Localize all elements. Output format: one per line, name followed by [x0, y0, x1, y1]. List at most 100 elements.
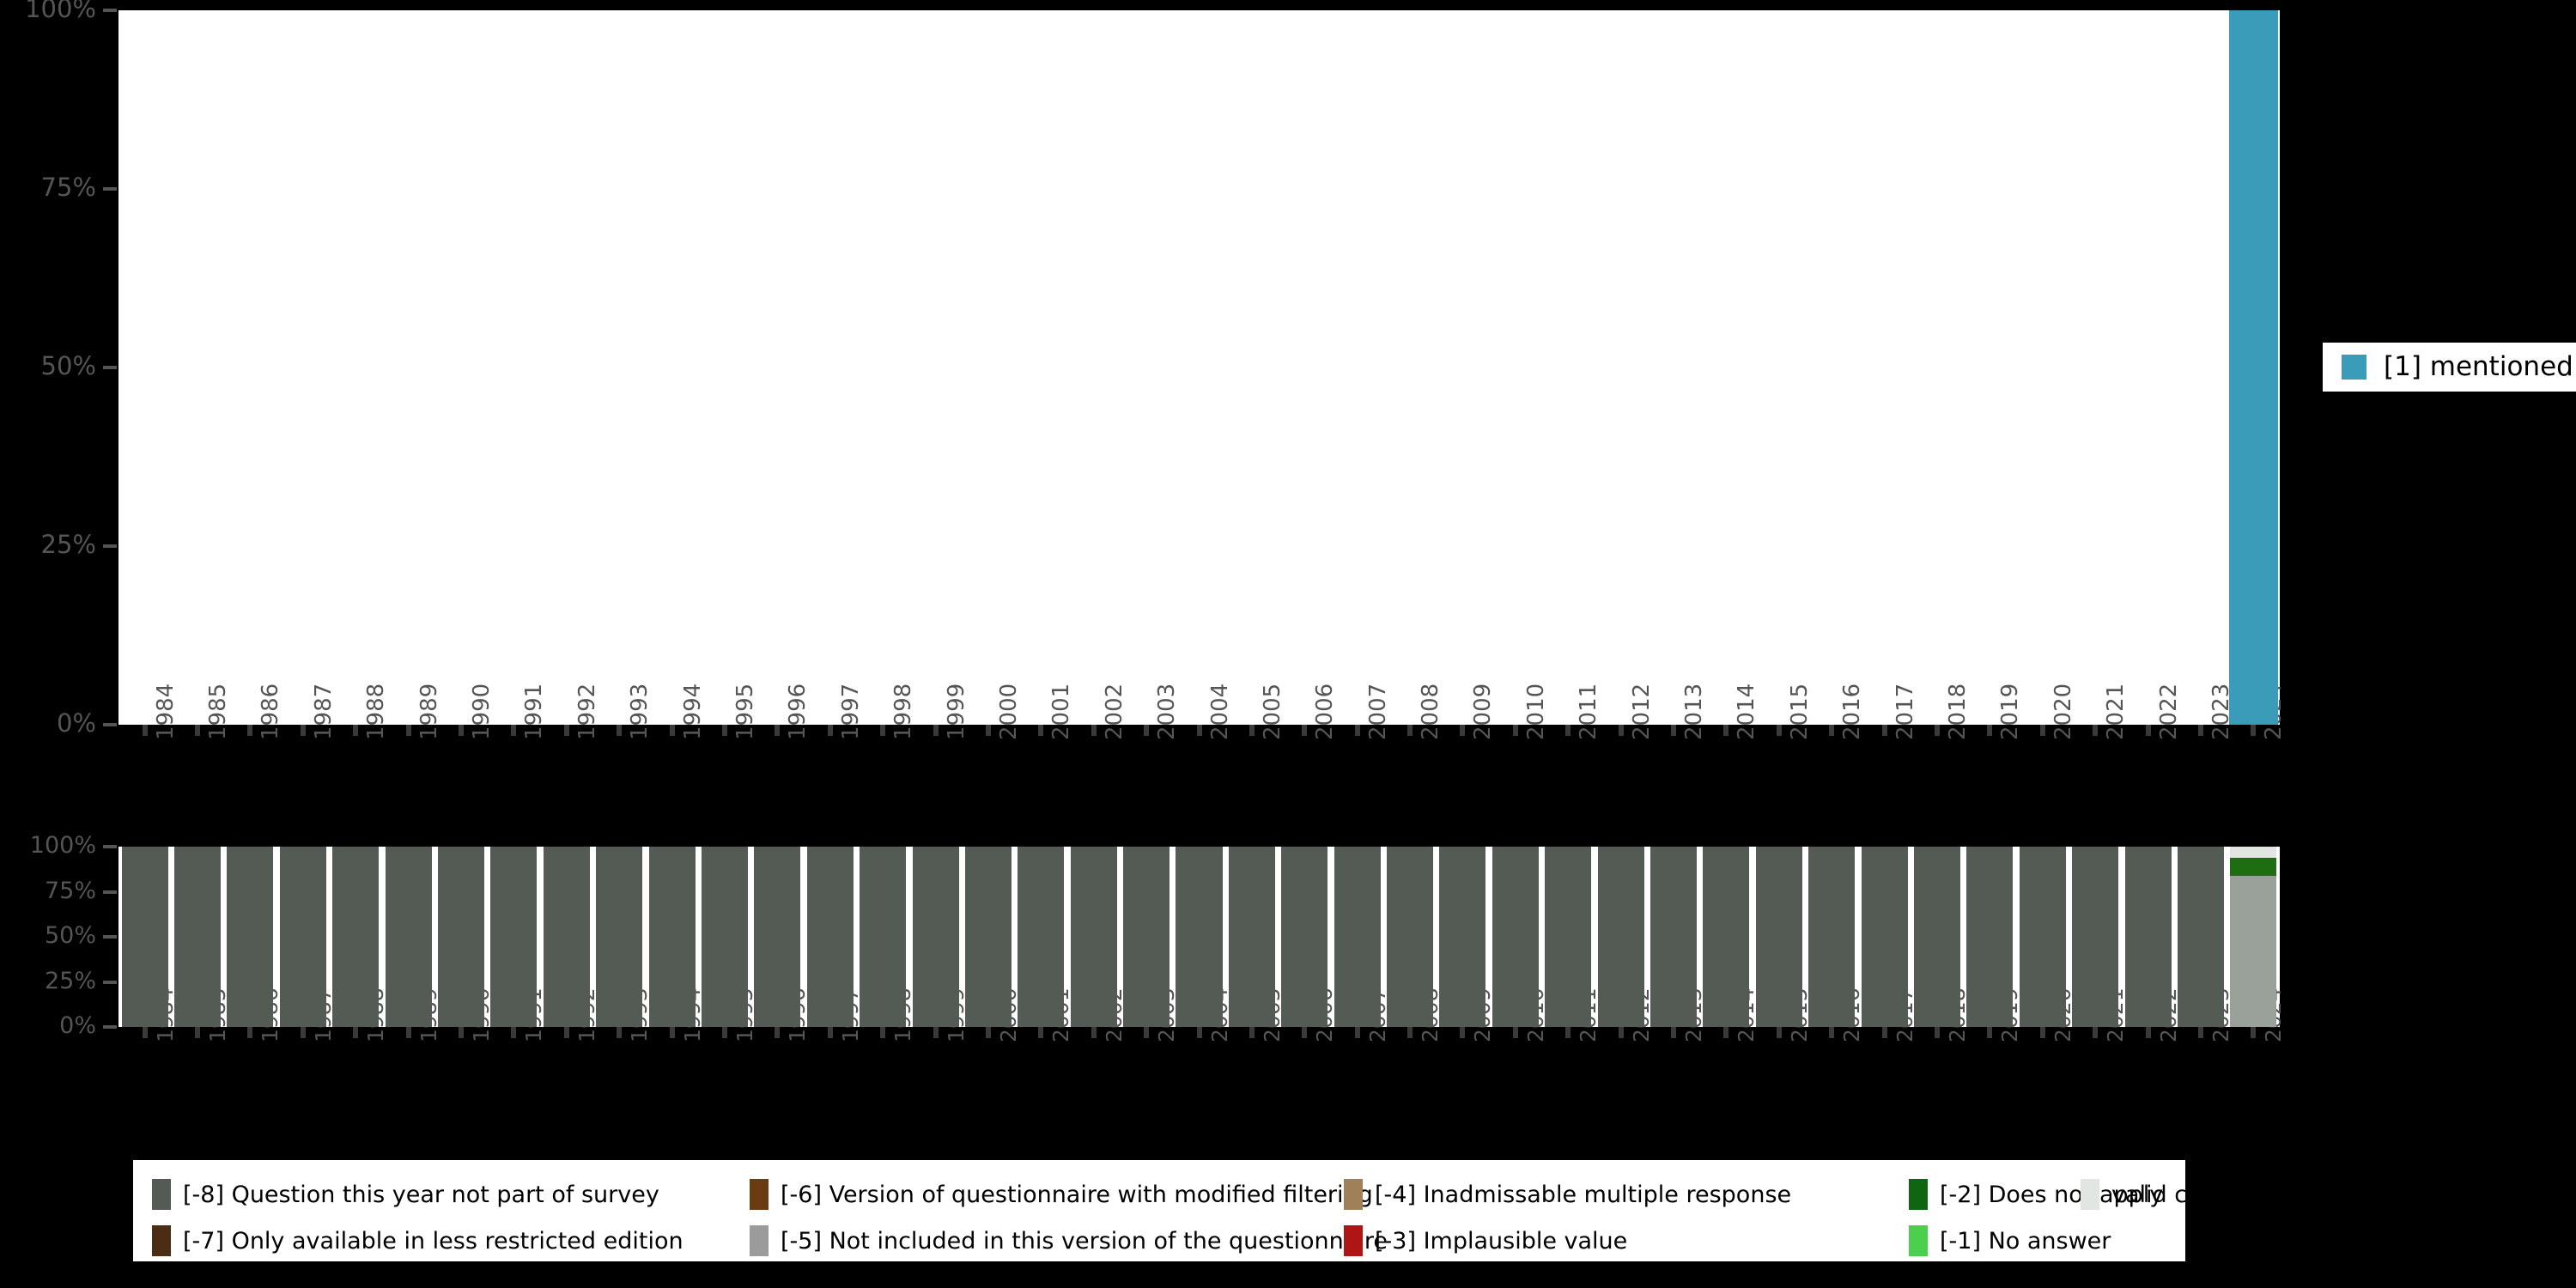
bottom-stack-segment — [1966, 847, 2014, 1027]
top-xtick-mark — [1302, 725, 1308, 736]
top-ytick-mark — [103, 723, 117, 726]
case-composition-chart: 100%75%50%25%0% 198419851986198719881989… — [0, 832, 2301, 1133]
category-legend-item: valid cases — [2081, 1179, 2239, 1210]
top-ytick-label: 100% — [25, 0, 96, 23]
bottom-stack-column — [385, 847, 432, 1027]
series-legend: [1] mentioned — [2323, 343, 2576, 392]
bottom-stack-column — [543, 847, 590, 1027]
series-legend-swatch — [2342, 355, 2366, 380]
top-xtick-mark — [247, 725, 253, 736]
bottom-xtick-mark — [300, 1027, 306, 1038]
bottom-stack-segment — [596, 847, 643, 1027]
bottom-xtick-mark — [1671, 1027, 1676, 1038]
top-xtick-label: 2005 — [1259, 683, 1285, 740]
top-ytick-label: 50% — [40, 351, 96, 380]
top-xtick-mark — [1987, 725, 1993, 736]
bottom-xtick-mark — [2145, 1027, 2151, 1038]
bottom-stack-column — [2177, 847, 2224, 1027]
top-xtick-mark — [1354, 725, 1360, 736]
top-xtick-mark — [353, 725, 359, 736]
top-xtick-mark — [142, 725, 148, 736]
category-legend-swatch — [750, 1225, 769, 1256]
bottom-stack-column — [1913, 847, 1960, 1027]
top-xtick-mark — [1249, 725, 1255, 736]
category-legend-label: [-6] Version of questionnaire with modif… — [781, 1181, 1373, 1208]
bottom-xtick-mark — [721, 1027, 727, 1038]
bottom-stack-segment — [754, 847, 801, 1027]
top-xtick-label: 2009 — [1470, 683, 1497, 740]
category-legend-swatch — [152, 1225, 171, 1256]
bottom-stack-column — [1808, 847, 1856, 1027]
bottom-stack-segment — [701, 847, 748, 1027]
bottom-xtick-mark — [880, 1027, 886, 1038]
bottom-stack-segment — [1650, 847, 1698, 1027]
top-xtick-mark — [617, 725, 623, 736]
top-xtick-mark — [1671, 725, 1676, 736]
top-xtick-mark — [405, 725, 411, 736]
bottom-stack-column — [438, 847, 485, 1027]
top-xtick-label: 2002 — [1101, 683, 1127, 740]
bottom-xtick-mark — [511, 1027, 517, 1038]
bottom-stack-column — [279, 847, 326, 1027]
bottom-xtick-mark — [775, 1027, 781, 1038]
bottom-stack-column — [490, 847, 538, 1027]
top-xtick-mark — [933, 725, 939, 736]
bottom-xtick-mark — [2093, 1027, 2099, 1038]
bottom-stack-segment — [806, 847, 854, 1027]
bottom-xtick-mark — [1829, 1027, 1835, 1038]
bottom-ytick-mark — [103, 1025, 117, 1029]
bottom-xtick-mark — [459, 1027, 465, 1038]
bottom-stack-column — [1018, 847, 1065, 1027]
bottom-stack-column — [1703, 847, 1750, 1027]
bottom-stack-segment — [912, 847, 959, 1027]
category-legend-swatch — [1909, 1225, 1928, 1256]
bottom-stack-column — [1545, 847, 1592, 1027]
bottom-xtick-mark — [353, 1027, 359, 1038]
top-xtick-label: 2022 — [2155, 683, 2182, 740]
bottom-xtick-mark — [1776, 1027, 1782, 1038]
bottom-ytick-mark — [103, 935, 117, 939]
top-ytick-label: 0% — [56, 708, 96, 738]
top-xtick-label: 1989 — [416, 683, 442, 740]
bottom-stack-segment — [385, 847, 432, 1027]
top-xtick-mark — [1723, 725, 1729, 736]
bottom-xtick-mark — [247, 1027, 253, 1038]
category-legend-item: [-8] Question this year not part of surv… — [152, 1179, 659, 1210]
bottom-xtick-mark — [2251, 1027, 2257, 1038]
category-legend-swatch — [2081, 1179, 2099, 1210]
bottom-ytick-mark — [103, 890, 117, 894]
bottom-stack-segment — [279, 847, 326, 1027]
category-legend-swatch — [1344, 1225, 1363, 1256]
bottom-stack-segment — [2124, 847, 2172, 1027]
bottom-stack-column — [806, 847, 854, 1027]
bottom-stack-segment — [2230, 847, 2277, 858]
bottom-stack-segment — [2230, 857, 2277, 876]
bottom-xtick-mark — [933, 1027, 939, 1038]
category-legend-label: [-5] Not included in this version of the… — [781, 1227, 1388, 1255]
top-xtick-mark — [1776, 725, 1782, 736]
top-ytick-label: 75% — [40, 173, 96, 202]
bottom-xtick-mark — [1987, 1027, 1993, 1038]
bottom-stack-column — [1755, 847, 1802, 1027]
bottom-stack-segment — [1228, 847, 1275, 1027]
bottom-stack-column — [1070, 847, 1117, 1027]
top-xtick-label: 1992 — [574, 683, 600, 740]
top-xtick-label: 2014 — [1734, 683, 1760, 740]
top-xtick-mark — [880, 725, 886, 736]
bottom-xtick-mark — [1249, 1027, 1255, 1038]
top-xtick-label: 1987 — [310, 683, 337, 740]
category-legend-label: [-2] Does not apply — [1940, 1181, 2164, 1208]
top-xtick-label: 1993 — [627, 683, 653, 740]
top-xtick-label: 2012 — [1628, 683, 1655, 740]
category-legend-item: [-3] Implausible value — [1344, 1225, 1627, 1256]
top-xtick-mark — [1829, 725, 1835, 736]
bottom-xtick-mark — [1934, 1027, 1940, 1038]
top-xtick-mark — [721, 725, 727, 736]
bottom-xtick-mark — [669, 1027, 675, 1038]
top-xtick-mark — [1196, 725, 1202, 736]
top-xtick-label: 2000 — [995, 683, 1022, 740]
bottom-stack-column — [754, 847, 801, 1027]
bottom-stack-segment — [1808, 847, 1856, 1027]
top-xtick-label: 2008 — [1418, 683, 1444, 740]
bottom-stack-segment — [860, 847, 907, 1027]
